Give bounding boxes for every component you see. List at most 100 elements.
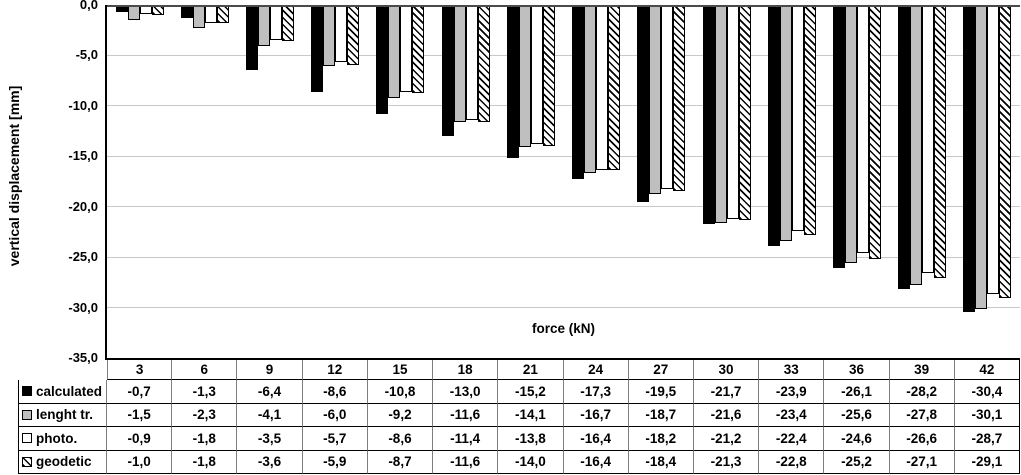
table-header-force-3: 3 bbox=[107, 360, 173, 380]
table-cell-geodetic-force-39: -27,1 bbox=[889, 450, 955, 474]
table-cell-geodetic-force-18: -11,6 bbox=[433, 450, 499, 474]
bar-lenght-tr bbox=[779, 5, 792, 241]
x-axis-title: force (kN) bbox=[531, 321, 595, 336]
bar-calculated bbox=[441, 5, 454, 137]
bar-photo bbox=[335, 5, 348, 63]
y-tick-label: 0,0 bbox=[79, 0, 98, 12]
legend-swatch-lenght-tr-icon bbox=[22, 409, 32, 420]
table-cell-photo-force-21: -13,8 bbox=[498, 427, 564, 451]
table-header-force-30: 30 bbox=[693, 360, 760, 380]
bar-calculated bbox=[767, 5, 780, 247]
bar-photo bbox=[661, 5, 674, 189]
bar-group-force-9 bbox=[237, 5, 302, 358]
bar-group-force-30 bbox=[694, 5, 759, 358]
table-header-force-15: 15 bbox=[367, 360, 434, 380]
table-cell-lenght-tr-force-30: -21,6 bbox=[693, 403, 760, 427]
table-cell-calculated-force-18: -13,0 bbox=[433, 380, 499, 404]
table-cell-photo-force-18: -11,4 bbox=[433, 427, 499, 451]
table-header-force-36: 36 bbox=[824, 360, 890, 380]
bar-group-force-33 bbox=[759, 5, 824, 358]
table-cell-calculated-force-42: -30,4 bbox=[954, 380, 1020, 404]
table-cell-photo-force-12: -5,7 bbox=[302, 427, 368, 451]
table-cell-photo-force-9: -3,5 bbox=[237, 427, 303, 451]
table-cell-geodetic-force-15: -8,7 bbox=[367, 450, 434, 474]
table-header-force-21: 21 bbox=[498, 360, 564, 380]
table-cell-geodetic-force-42: -29,1 bbox=[954, 450, 1020, 474]
bar-photo bbox=[204, 5, 217, 24]
table-cell-photo-force-30: -21,2 bbox=[693, 427, 760, 451]
table-cell-lenght-tr-force-36: -25,6 bbox=[824, 403, 890, 427]
legend-item-calculated: calculated bbox=[18, 380, 107, 404]
bar-group-force-36 bbox=[824, 5, 889, 358]
bar-calculated bbox=[702, 5, 715, 224]
legend-swatch-photo-icon bbox=[22, 433, 32, 444]
table-cell-calculated-force-9: -6,4 bbox=[237, 380, 303, 404]
bar-lenght-tr bbox=[453, 5, 466, 122]
table-cell-photo-force-3: -0,9 bbox=[107, 427, 173, 451]
table-cell-calculated-force-6: -1,3 bbox=[172, 380, 238, 404]
table-cell-geodetic-force-6: -1,8 bbox=[172, 450, 238, 474]
zero-gridline bbox=[107, 5, 1020, 7]
bar-geodetic bbox=[477, 5, 490, 122]
table-cell-calculated-force-12: -8,6 bbox=[302, 380, 368, 404]
bar-lenght-tr bbox=[845, 5, 858, 264]
bar-lenght-tr bbox=[323, 5, 336, 66]
bar-calculated bbox=[637, 5, 650, 202]
bar-photo bbox=[270, 5, 283, 41]
bar-lenght-tr bbox=[649, 5, 662, 194]
bar-calculated bbox=[246, 5, 259, 70]
bar-lenght-tr bbox=[388, 5, 401, 98]
bar-group-force-42 bbox=[955, 5, 1020, 358]
table-cell-geodetic-force-12: -5,9 bbox=[302, 450, 368, 474]
bar-calculated bbox=[898, 5, 911, 290]
legend-swatch-calculated-icon bbox=[22, 386, 32, 397]
legend-label-calculated: calculated bbox=[36, 383, 103, 399]
bar-photo bbox=[791, 5, 804, 231]
bar-group-force-18 bbox=[433, 5, 498, 358]
legend-swatch-geodetic-icon bbox=[22, 456, 32, 467]
y-tick-label: -25,0 bbox=[68, 249, 98, 265]
table-cell-geodetic-force-33: -22,8 bbox=[759, 450, 825, 474]
table-cell-calculated-force-3: -0,7 bbox=[107, 380, 173, 404]
bar-photo bbox=[465, 5, 478, 120]
bar-lenght-tr bbox=[975, 5, 988, 309]
table-cell-photo-force-24: -16,4 bbox=[563, 427, 629, 451]
y-tick-label: -15,0 bbox=[68, 148, 98, 164]
bar-group-force-15 bbox=[368, 5, 433, 358]
bar-group-force-21 bbox=[498, 5, 563, 358]
bar-geodetic bbox=[216, 5, 229, 24]
bar-geodetic bbox=[803, 5, 816, 235]
gridline bbox=[107, 54, 1020, 56]
table-cell-calculated-force-27: -19,5 bbox=[628, 380, 694, 404]
bar-lenght-tr bbox=[714, 5, 727, 223]
table-header-force-33: 33 bbox=[759, 360, 825, 380]
table-cell-geodetic-force-3: -1,0 bbox=[107, 450, 173, 474]
table-cell-lenght-tr-force-42: -30,1 bbox=[954, 403, 1020, 427]
bar-geodetic bbox=[673, 5, 686, 191]
table-cell-photo-force-36: -24,6 bbox=[824, 427, 890, 451]
bar-photo bbox=[726, 5, 739, 219]
table-header-force-6: 6 bbox=[172, 360, 238, 380]
table-corner-spacer bbox=[18, 360, 107, 380]
legend-label-photo: photo. bbox=[36, 430, 78, 446]
table-header-force-9: 9 bbox=[237, 360, 303, 380]
legend-item-lenght-tr: lenght tr. bbox=[18, 403, 107, 427]
bar-group-force-3 bbox=[107, 5, 172, 358]
gridline bbox=[107, 155, 1020, 157]
table-cell-geodetic-force-9: -3,6 bbox=[237, 450, 303, 474]
bar-calculated bbox=[833, 5, 846, 269]
bar-calculated bbox=[572, 5, 585, 180]
table-cell-lenght-tr-force-39: -27,8 bbox=[889, 403, 955, 427]
bar-photo bbox=[530, 5, 543, 145]
table-cell-calculated-force-39: -28,2 bbox=[889, 380, 955, 404]
bar-calculated bbox=[963, 5, 976, 312]
y-tick-label: -5,0 bbox=[75, 47, 98, 63]
bar-geodetic bbox=[412, 5, 425, 93]
bar-geodetic bbox=[934, 5, 947, 279]
table-cell-geodetic-force-21: -14,0 bbox=[498, 450, 564, 474]
bar-lenght-tr bbox=[192, 5, 205, 29]
table-cell-lenght-tr-force-6: -2,3 bbox=[172, 403, 238, 427]
table-cell-lenght-tr-force-3: -1,5 bbox=[107, 403, 173, 427]
table-cell-photo-force-15: -8,6 bbox=[367, 427, 434, 451]
bar-photo bbox=[922, 5, 935, 274]
